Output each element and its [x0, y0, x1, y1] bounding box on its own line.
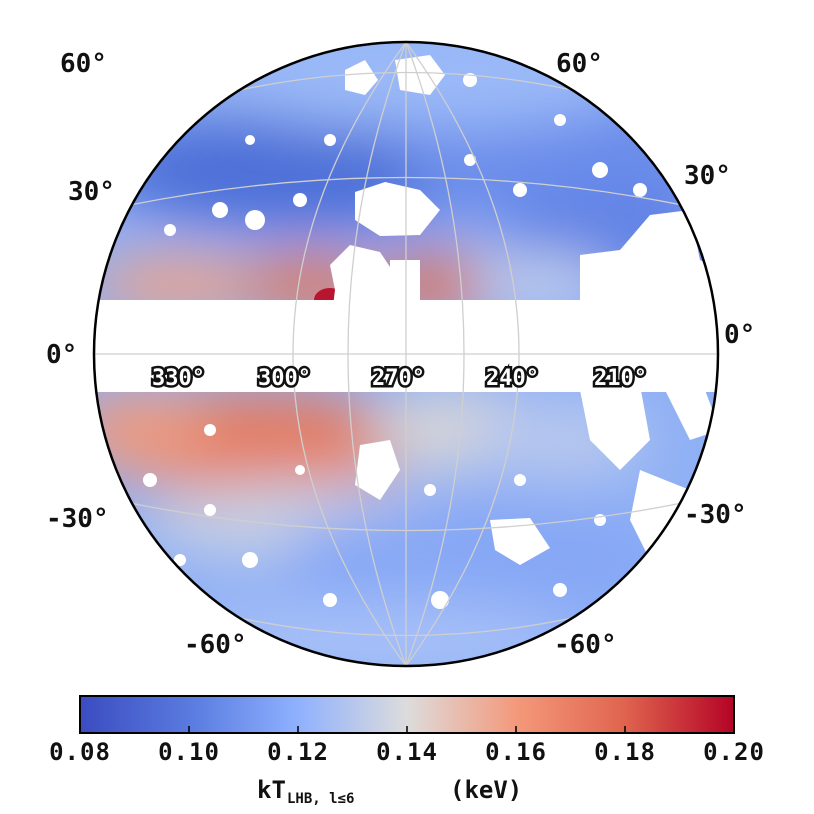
lat-label-left-30: 30°: [68, 177, 115, 207]
lon-label-210: 210°: [594, 366, 647, 391]
lat-label-right-minus30: -30°: [684, 500, 747, 530]
colorbar-tick-label: 0.14: [376, 738, 438, 766]
lat-label-right-30: 30°: [684, 161, 731, 191]
lon-label-270: 270°: [372, 366, 425, 391]
colorbar-tick-label: 0.12: [267, 738, 329, 766]
colorbar-tick-label: 0.16: [485, 738, 547, 766]
colorbar-tick-label: 0.20: [703, 738, 765, 766]
lat-label-left-0: 0°: [46, 340, 77, 370]
colorbar-ticks: [79, 726, 735, 733]
colorbar-tick-label: 0.08: [49, 738, 111, 766]
lon-label-300: 300°: [258, 366, 311, 391]
lat-label-left-minus60: -60°: [184, 630, 247, 660]
colorbar-tick-label: 0.10: [158, 738, 220, 766]
lat-label-right-0: 0°: [724, 320, 755, 350]
masked-regions: [94, 55, 718, 609]
lat-label-right-60: 60°: [556, 49, 603, 79]
colorbar-tick-label: 0.18: [594, 738, 656, 766]
lon-label-330: 330°: [152, 366, 205, 391]
lat-label-right-minus60: -60°: [554, 630, 617, 660]
colorbar-title-main: kT: [257, 776, 286, 804]
lat-label-left-minus30: -30°: [46, 504, 109, 534]
sky-disk-outline: [92, 40, 720, 668]
lon-label-240: 240°: [486, 366, 539, 391]
graticule: [94, 42, 718, 666]
colorbar-title-unit: (keV): [450, 776, 522, 804]
colorbar-title-subscript: LHB, l≤6: [287, 791, 354, 807]
lat-label-left-60: 60°: [60, 49, 107, 79]
